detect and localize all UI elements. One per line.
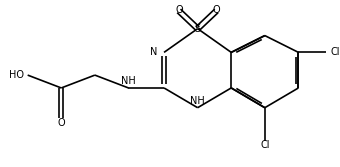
Text: O: O — [57, 118, 65, 128]
Text: Cl: Cl — [260, 140, 270, 150]
Text: HO: HO — [9, 70, 24, 80]
Text: O: O — [212, 5, 220, 15]
Text: Cl: Cl — [330, 47, 340, 57]
Text: S: S — [194, 24, 201, 34]
Text: N: N — [150, 47, 157, 57]
Text: NH: NH — [190, 96, 205, 106]
Text: O: O — [175, 5, 183, 15]
Text: NH: NH — [121, 76, 136, 86]
